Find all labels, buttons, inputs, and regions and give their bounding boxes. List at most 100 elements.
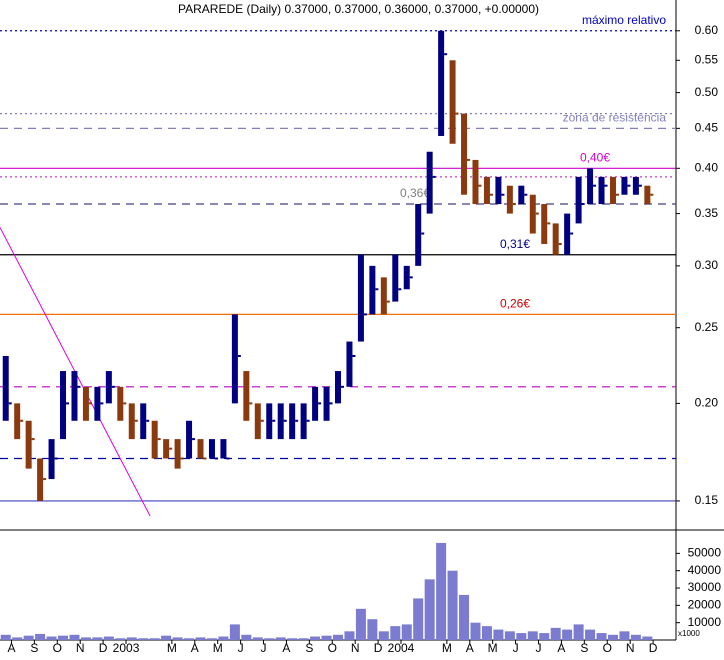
- price-bar: [495, 176, 502, 205]
- volume-bar: [298, 638, 309, 640]
- x-tick-label: A: [7, 641, 15, 655]
- x-tick-label: N: [351, 641, 360, 655]
- price-bar: [552, 223, 559, 255]
- volume-bar: [401, 624, 412, 640]
- price-bar: [300, 403, 307, 440]
- volume-bar: [493, 629, 504, 640]
- x-tick-label: A: [466, 641, 474, 655]
- volume-bar: [149, 638, 160, 640]
- volume-bar: [206, 638, 217, 640]
- price-bar: [461, 113, 468, 195]
- x-tick-label: O: [53, 641, 62, 655]
- volume-bar: [470, 622, 481, 640]
- price-bar: [289, 403, 296, 440]
- price-bar: [644, 185, 651, 205]
- volume-bar: [642, 636, 653, 640]
- price-bar: [323, 386, 330, 421]
- volume-bar: [35, 633, 46, 640]
- volume-bar: [321, 635, 332, 640]
- x-tick-label: O: [603, 641, 612, 655]
- price-bar: [105, 371, 112, 404]
- volume-bar: [161, 635, 172, 640]
- price-bar: [82, 386, 89, 421]
- volume-bar: [459, 594, 470, 640]
- x-tick-label: M: [488, 641, 498, 655]
- volume-bar: [390, 626, 401, 640]
- volume-bar: [46, 636, 57, 640]
- price-bar: [60, 371, 67, 440]
- x-tick-label: N: [76, 641, 85, 655]
- y-tick-label: 0.60: [695, 23, 719, 37]
- chart-title: PARAREDE (Daily) 0.37000, 0.37000, 0.360…: [178, 2, 539, 16]
- price-bar: [186, 420, 193, 459]
- x-tick-label: J: [536, 641, 542, 655]
- y-tick-label: 0.45: [695, 121, 719, 135]
- y-tick-label: 30000: [688, 580, 722, 594]
- volume-bar: [126, 637, 137, 640]
- price-bar: [632, 176, 639, 195]
- x-tick-label: S: [305, 641, 313, 655]
- volume-bar: [607, 634, 618, 640]
- price-bar: [14, 403, 21, 440]
- volume-bar: [241, 634, 252, 640]
- volume-bar: [252, 637, 263, 640]
- x-tick-label: N: [626, 641, 635, 655]
- volume-bar: [172, 637, 183, 640]
- y-tick-label: 0.25: [695, 320, 719, 334]
- y-tick-label: 0.20: [695, 396, 719, 410]
- volume-bar: [424, 579, 435, 640]
- price-bar: [392, 254, 399, 302]
- price-bar: [369, 265, 376, 315]
- y-tick-label: 10000: [688, 615, 722, 629]
- price-bar: [197, 439, 204, 459]
- price-bar: [506, 185, 513, 214]
- x-tick-label: S: [30, 641, 38, 655]
- y-tick-label: 0.50: [695, 85, 719, 99]
- x-tick-label: 2004: [388, 641, 415, 655]
- volume-bar: [310, 636, 321, 640]
- volume-bar: [195, 637, 206, 640]
- price-bar: [346, 341, 353, 387]
- x-tick-label: S: [580, 641, 588, 655]
- price-bar: [380, 277, 387, 315]
- y-tick-label: 0.55: [695, 52, 719, 66]
- price-bar: [128, 403, 135, 440]
- volume-bar: [355, 608, 366, 640]
- y-tick-label: 0.15: [695, 493, 719, 507]
- price-bar: [266, 403, 273, 440]
- reference-label: 0,26€: [500, 297, 530, 311]
- volume-bar: [550, 627, 561, 640]
- volume-bar: [184, 638, 195, 640]
- price-bar: [208, 439, 215, 459]
- volume-bar: [619, 631, 630, 640]
- x-tick-label: J: [238, 641, 244, 655]
- reference-label: 0,40€: [580, 150, 610, 164]
- x-tick-label: A: [557, 641, 565, 655]
- reference-label: 0,31€: [500, 237, 530, 251]
- y-tick-label: 40000: [688, 563, 722, 577]
- price-bar: [426, 151, 433, 214]
- price-bar: [48, 439, 55, 480]
- volume-bar: [378, 631, 389, 640]
- x-tick-label: J: [261, 641, 267, 655]
- price-bar: [541, 204, 548, 244]
- price-bar: [140, 403, 147, 440]
- volume-bar: [562, 629, 573, 640]
- x-tick-label: M: [167, 641, 177, 655]
- volume-bar: [58, 635, 69, 640]
- price-bar: [472, 159, 479, 205]
- y-tick-label: 20000: [688, 598, 722, 612]
- reference-label: zona de resistência: [563, 111, 667, 125]
- volume-bar: [333, 634, 343, 640]
- volume-bar: [275, 637, 286, 640]
- reference-label: 0,36€: [400, 186, 430, 200]
- price-bar: [587, 168, 594, 205]
- x-tick-label: D: [649, 641, 658, 655]
- volume-bar: [585, 629, 596, 640]
- price-bar: [609, 176, 616, 205]
- price-bar: [37, 458, 44, 501]
- price-bar: [335, 371, 341, 404]
- x-tick-label: M: [442, 641, 452, 655]
- price-bar: [25, 420, 32, 469]
